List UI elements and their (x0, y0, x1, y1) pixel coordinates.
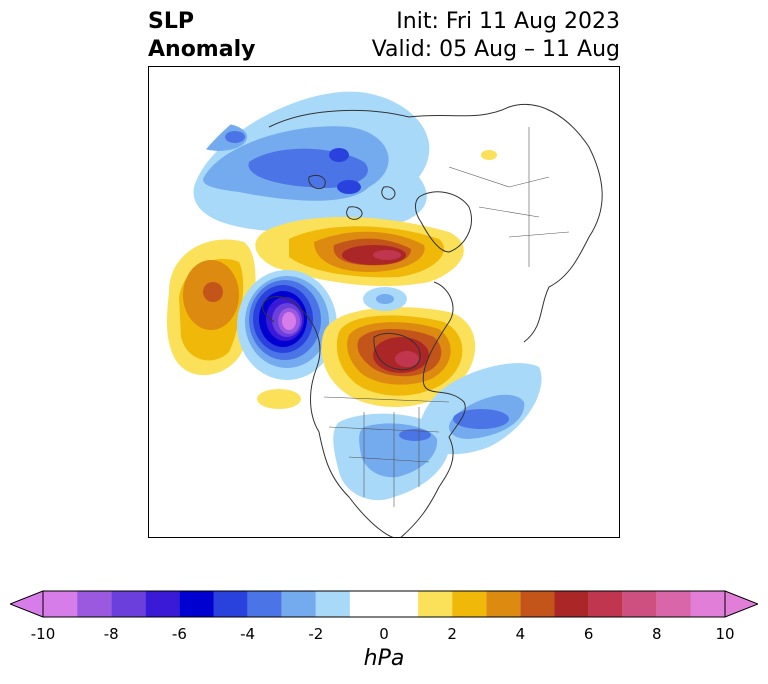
colorbar-bin-6 (247, 591, 282, 617)
colorbar-bin-8 (315, 591, 350, 617)
anomaly-shading (166, 91, 542, 501)
hudson-high-peak (395, 351, 419, 367)
colorbar-bin-5 (213, 591, 248, 617)
colorbar-under-arrow (10, 590, 44, 618)
eurasia-high-blip (481, 150, 497, 160)
east-asia-low-core (225, 131, 245, 143)
pacific-high-blip (257, 389, 301, 409)
colorbar-tick-label: -6 (171, 625, 187, 643)
colorbar-bin-13 (520, 591, 555, 617)
political-borders (323, 127, 570, 507)
coastlines (262, 103, 603, 537)
colorbar-bin-18 (690, 591, 725, 617)
colorbar-tick-label: 10 (715, 625, 735, 643)
colorbar (10, 590, 758, 618)
north-america-coast (298, 281, 466, 537)
colorbar-outline (42, 590, 726, 618)
colorbar-tick-label: -10 (30, 625, 56, 643)
colorbar-bin-1 (77, 591, 112, 617)
alaska-coast (262, 296, 300, 323)
eastus-low-core (399, 429, 431, 441)
arctic-high-peak (373, 250, 401, 260)
arctic-islands (308, 174, 396, 220)
map-title: SLP Anomaly (148, 8, 255, 64)
siberia-low-core2 (337, 180, 361, 194)
valid-range: Valid: 05 Aug – 11 Aug (371, 37, 620, 62)
colorbar-tick-label: 4 (515, 625, 526, 643)
colorbar-bin-2 (111, 591, 146, 617)
colorbar-bin-12 (486, 591, 521, 617)
eurasia-coast (268, 103, 603, 343)
colorbar-tick-label: -4 (240, 625, 256, 643)
colorbar-bin-7 (281, 591, 316, 617)
colorbar-tick-label: -2 (308, 625, 324, 643)
siberia-low-core (329, 148, 349, 162)
colorbar-bin-16 (622, 591, 657, 617)
atlantic-low-core (453, 409, 509, 429)
title-variable-type: Anomaly (148, 37, 256, 62)
colorbar-bin-9 (349, 591, 419, 617)
colorbar-bin-4 (179, 591, 214, 617)
hudson-bay-coast (373, 333, 421, 371)
colorbar-tick-label: 6 (583, 625, 594, 643)
colorbar-tick-label: -8 (103, 625, 119, 643)
central-low-core (376, 294, 394, 304)
colorbar-bin-15 (588, 591, 623, 617)
greenland-coast (415, 191, 472, 253)
colorbar-over-arrow (724, 590, 758, 618)
title-variable: SLP (148, 9, 194, 34)
colorbar-tick-label: 2 (447, 625, 457, 643)
colorbar-tick-label: 8 (652, 625, 662, 643)
colorbar-bin-3 (145, 591, 180, 617)
colorbar-bin-11 (452, 591, 487, 617)
colorbar-bin-0 (43, 591, 78, 617)
init-date: Init: Fri 11 Aug 2023 (396, 9, 620, 34)
colorbar-bin-14 (554, 591, 589, 617)
colorbar-bin-10 (418, 591, 453, 617)
gulf-low-core (282, 312, 296, 330)
colorbar-tick-label: 0 (379, 625, 389, 643)
colorbar-bin-17 (656, 591, 691, 617)
map-panel (148, 66, 620, 538)
pacific-high-core (203, 282, 223, 302)
map-date-info: Init: Fri 11 Aug 2023 Valid: 05 Aug – 11… (372, 8, 620, 64)
colorbar-units: hPa (363, 646, 405, 671)
anomaly-map (166, 91, 603, 537)
